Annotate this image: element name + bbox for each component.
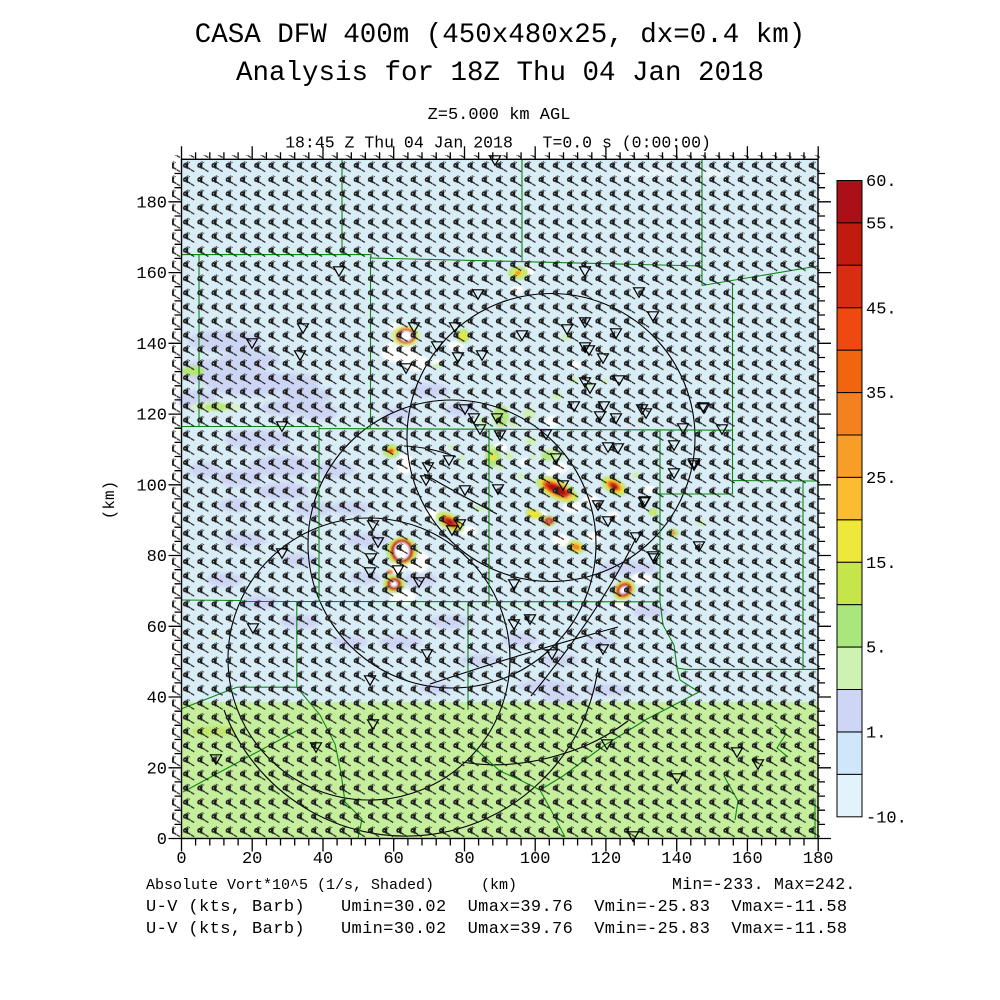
svg-text:60.: 60. [866, 173, 897, 192]
svg-text:1.: 1. [866, 725, 886, 744]
svg-text:40: 40 [147, 690, 167, 709]
svg-text:20: 20 [242, 850, 262, 869]
svg-text:35.: 35. [866, 385, 897, 404]
svg-text:Min=-233. Max=242.: Min=-233. Max=242. [672, 875, 856, 894]
svg-text:140: 140 [661, 850, 692, 869]
svg-text:180: 180 [136, 194, 167, 213]
svg-text:U-V (kts, Barb): U-V (kts, Barb) [146, 898, 305, 917]
svg-text:180: 180 [803, 850, 834, 869]
svg-text:120: 120 [591, 850, 622, 869]
svg-text:U-V (kts, Barb): U-V (kts, Barb) [146, 920, 305, 939]
svg-text:(km): (km) [101, 481, 119, 519]
svg-text:CASA DFW 400m (450x480x25, dx=: CASA DFW 400m (450x480x25, dx=0.4 km) [195, 20, 806, 51]
svg-text:Z=5.000 km AGL: Z=5.000 km AGL [428, 106, 571, 125]
svg-text:Umin=30.02 Umax=39.76 Vmin=-: Umin=30.02 Umax=39.76 Vmin=-25.83 Vmax=-… [341, 898, 847, 917]
svg-text:45.: 45. [866, 300, 897, 319]
svg-text:Analysis for 18Z Thu 04 Jan 20: Analysis for 18Z Thu 04 Jan 2018 [236, 58, 764, 89]
svg-text:(km): (km) [481, 877, 517, 894]
svg-text:55.: 55. [866, 215, 897, 234]
svg-text:0: 0 [176, 850, 186, 869]
svg-text:18:45 Z Thu 04 Jan 2018 T=0.: 18:45 Z Thu 04 Jan 2018 T=0.0 s (0:00:00… [285, 134, 711, 153]
svg-text:80: 80 [147, 548, 167, 567]
svg-text:0: 0 [157, 831, 167, 850]
svg-text:160: 160 [136, 265, 167, 284]
svg-text:60: 60 [147, 619, 167, 638]
svg-text:100: 100 [520, 850, 551, 869]
svg-text:-10.: -10. [866, 809, 907, 828]
svg-text:20: 20 [147, 760, 167, 779]
svg-text:100: 100 [136, 477, 167, 496]
svg-text:25.: 25. [866, 470, 897, 489]
svg-text:Umin=30.02 Umax=39.76 Vmin=-: Umin=30.02 Umax=39.76 Vmin=-25.83 Vmax=-… [341, 920, 847, 939]
svg-text:120: 120 [136, 407, 167, 426]
svg-text:80: 80 [454, 850, 474, 869]
svg-text:5.: 5. [866, 640, 886, 659]
svg-text:15.: 15. [866, 555, 897, 574]
svg-text:140: 140 [136, 336, 167, 355]
svg-text:Absolute Vort*10^5 (1/s, Shade: Absolute Vort*10^5 (1/s, Shaded) [146, 877, 434, 894]
svg-text:60: 60 [383, 850, 403, 869]
svg-text:40: 40 [313, 850, 333, 869]
svg-text:160: 160 [732, 850, 763, 869]
